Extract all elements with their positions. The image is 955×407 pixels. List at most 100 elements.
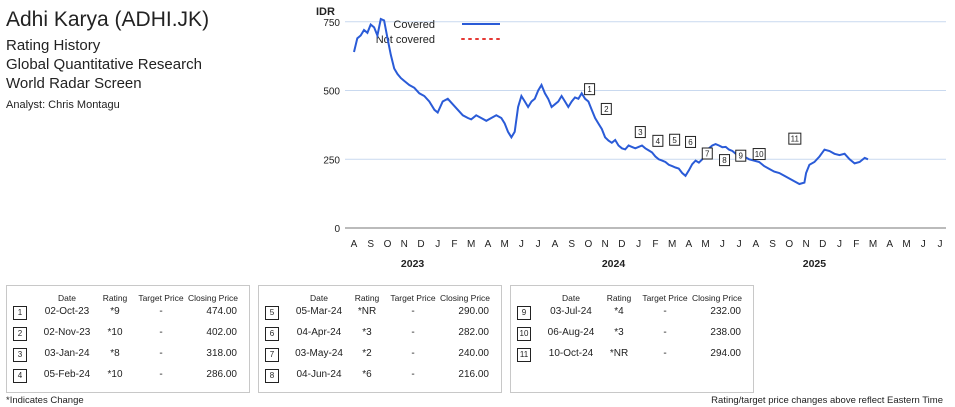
row-index: 6 <box>265 327 279 341</box>
cell-rating: *10 <box>107 327 123 338</box>
footnote-change: *Indicates Change <box>6 395 84 406</box>
rating-table-1: Date Rating Target Price Closing Price 1 02-O… <box>6 285 250 393</box>
column-header-target: Target Price <box>138 293 184 303</box>
cell-close: 282.00 <box>458 327 489 338</box>
cell-close: 232.00 <box>710 306 741 317</box>
cell-close: 290.00 <box>458 306 489 317</box>
column-header-rating: Rating <box>102 293 128 303</box>
x-tick-label: A <box>752 239 759 250</box>
table-row: 7 03-May-24 *2 - 240.00 <box>259 346 501 364</box>
cell-date: 10-Oct-24 <box>548 348 594 359</box>
page-title: Adhi Karya (ADHI.JK) <box>6 8 210 31</box>
cell-date: 05-Feb-24 <box>43 369 91 380</box>
cell-date: 02-Oct-23 <box>44 306 90 317</box>
column-header-target: Target Price <box>642 293 688 303</box>
cell-date: 05-Mar-24 <box>295 306 343 317</box>
cell-close: 286.00 <box>206 369 237 380</box>
cell-rating: *3 <box>614 327 624 338</box>
analyst-name: Analyst: Chris Montagu <box>6 99 120 111</box>
cell-close: 216.00 <box>458 369 489 380</box>
column-header-date: Date <box>58 293 76 303</box>
event-marker: 10 <box>752 148 766 161</box>
row-index: 11 <box>517 348 531 362</box>
row-index: 1 <box>13 306 27 320</box>
event-marker-label: 5 <box>672 136 677 145</box>
cell-rating: *4 <box>614 306 624 317</box>
x-tick-label: M <box>902 239 910 250</box>
cell-target: - <box>663 306 667 317</box>
cell-date: 04-Jun-24 <box>296 369 342 380</box>
x-tick-label: F <box>451 239 457 250</box>
cell-date: 03-Jul-24 <box>550 306 592 317</box>
subtitle-product: World Radar Screen <box>6 75 142 92</box>
x-tick-label: O <box>785 239 793 250</box>
event-marker-label: 1 <box>587 85 592 94</box>
event-marker-label: 6 <box>688 138 693 147</box>
cell-rating: *10 <box>107 369 123 380</box>
cell-target: - <box>159 348 163 359</box>
x-tick-label: M <box>501 239 509 250</box>
x-tick-label: D <box>417 239 424 250</box>
column-header-rating: Rating <box>354 293 380 303</box>
x-year-label: 2023 <box>401 258 425 270</box>
subtitle-rating-history: Rating History <box>6 37 101 54</box>
cell-date: 03-May-24 <box>295 348 343 359</box>
table-row: 4 05-Feb-24 *10 - 286.00 <box>7 367 249 385</box>
y-tick-label: 750 <box>323 18 340 29</box>
x-tick-label: S <box>568 239 575 250</box>
cell-rating: *8 <box>110 348 120 359</box>
cell-close: 474.00 <box>206 306 237 317</box>
x-tick-label: A <box>485 239 492 250</box>
x-tick-label: A <box>886 239 893 250</box>
cell-target: - <box>663 348 667 359</box>
rating-table-2: Date Rating Target Price Closing Price 5 05-M… <box>258 285 502 393</box>
row-index: 10 <box>517 327 531 341</box>
x-tick-label: J <box>720 239 725 250</box>
x-tick-label: D <box>819 239 826 250</box>
cell-close: 238.00 <box>710 327 741 338</box>
table-row: 9 03-Jul-24 *4 - 232.00 <box>511 304 753 322</box>
table-row: 11 10-Oct-24 *NR - 294.00 <box>511 346 753 364</box>
x-tick-label: M <box>701 239 709 250</box>
row-index: 9 <box>517 306 531 320</box>
table-row: 10 06-Aug-24 *3 - 238.00 <box>511 325 753 343</box>
cell-target: - <box>663 327 667 338</box>
cell-target: - <box>411 348 415 359</box>
event-marker-label: 8 <box>722 156 727 165</box>
event-marker: 4 <box>652 134 664 147</box>
event-marker-label: 4 <box>656 137 661 146</box>
x-tick-label: A <box>552 239 559 250</box>
table-row: 3 03-Jan-24 *8 - 318.00 <box>7 346 249 364</box>
x-tick-label: A <box>351 239 358 250</box>
x-tick-label: J <box>921 239 926 250</box>
event-marker: 9 <box>735 149 747 162</box>
y-tick-label: 500 <box>323 87 340 98</box>
x-tick-label: S <box>769 239 776 250</box>
event-marker: 1 <box>584 83 596 96</box>
column-header-close: Closing Price <box>691 293 743 303</box>
x-year-label: 2025 <box>803 258 827 270</box>
event-marker-label: 9 <box>739 152 744 161</box>
event-marker: 6 <box>685 135 697 148</box>
x-tick-label: D <box>618 239 625 250</box>
table-row: 1 02-Oct-23 *9 - 474.00 <box>7 304 249 322</box>
chart-legend: Covered Not covered <box>376 19 501 46</box>
x-tick-label: O <box>585 239 593 250</box>
subtitle-research-group: Global Quantitative Research <box>6 56 202 73</box>
x-tick-label: J <box>737 239 742 250</box>
x-tick-label: J <box>536 239 541 250</box>
column-header-rating: Rating <box>606 293 632 303</box>
event-marker: 5 <box>669 133 681 146</box>
cell-rating: *3 <box>362 327 372 338</box>
x-tick-label: J <box>435 239 440 250</box>
row-index: 5 <box>265 306 279 320</box>
event-marker: 11 <box>788 132 802 145</box>
cell-target: - <box>159 327 163 338</box>
cell-rating: *9 <box>110 306 120 317</box>
rating-table-3: Date Rating Target Price Closing Price 9 03-J… <box>510 285 754 393</box>
column-header-target: Target Price <box>390 293 436 303</box>
event-marker: 3 <box>634 126 646 139</box>
legend-label: Covered <box>393 19 435 31</box>
cell-rating: *NR <box>357 306 377 317</box>
